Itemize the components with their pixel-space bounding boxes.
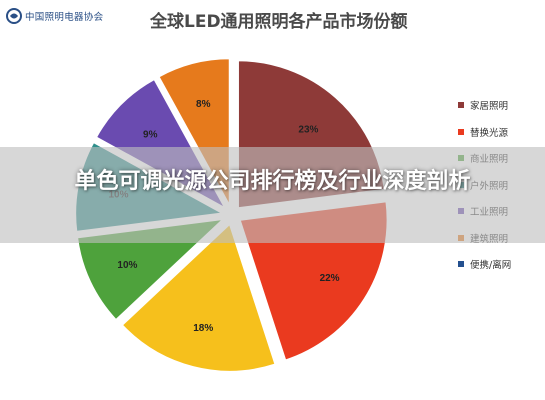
legend-swatch xyxy=(458,102,464,108)
chart-header: 中国照明电器协会 全球LED通用照明各产品市场份额 xyxy=(0,0,545,40)
pie-value-label: 22% xyxy=(320,273,340,284)
banner-title: 单色可调光源公司排行榜及行业深度剖析 xyxy=(74,169,471,194)
legend-label: 便携/离网 xyxy=(470,260,512,271)
legend-label: 替换光源 xyxy=(470,127,509,139)
pie-value-label: 9% xyxy=(143,129,158,140)
title-banner xyxy=(0,147,545,243)
association-logo-icon xyxy=(6,8,22,24)
legend-swatch xyxy=(458,261,464,267)
legend-label: 家居照明 xyxy=(470,101,509,112)
association-name: 中国照明电器协会 xyxy=(25,12,104,23)
legend-item: 家居照明 xyxy=(458,99,544,126)
pie-value-label: 8% xyxy=(196,99,211,110)
pie-value-label: 10% xyxy=(117,260,137,271)
pie-value-label: 18% xyxy=(193,323,213,334)
pie-slice xyxy=(120,221,277,373)
chart-title: 全球LED通用照明各产品市场份额 xyxy=(150,12,408,32)
legend-item: 替换光源 xyxy=(458,126,544,153)
legend-item: 便携/离网 xyxy=(458,258,544,285)
pie-value-label: 23% xyxy=(298,124,318,135)
legend-swatch xyxy=(458,128,464,135)
